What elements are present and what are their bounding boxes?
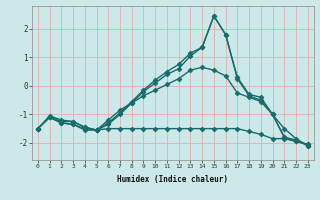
X-axis label: Humidex (Indice chaleur): Humidex (Indice chaleur) <box>117 175 228 184</box>
